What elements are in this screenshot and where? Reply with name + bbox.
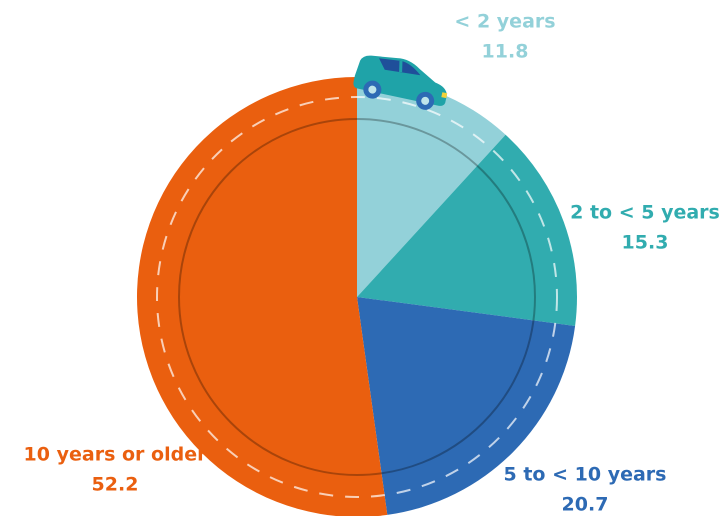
pie-slice — [357, 77, 506, 297]
road-dashes — [156, 96, 558, 498]
pie-slice — [137, 77, 388, 516]
value-label: 20.7 — [562, 494, 609, 516]
pie-slice — [357, 297, 576, 515]
slice-label: 2 to < 5 years — [570, 202, 720, 224]
value-label: 52.2 — [92, 474, 139, 496]
slice-label: < 2 years — [454, 11, 555, 33]
pie — [137, 77, 578, 516]
pie-slice — [357, 134, 578, 326]
inner-ring — [178, 118, 536, 476]
slice-label: 5 to < 10 years — [504, 464, 667, 486]
car-icon — [353, 55, 448, 110]
value-label: 15.3 — [622, 232, 669, 254]
slice-label: 10 years or older — [24, 444, 208, 466]
value-label: 11.8 — [482, 41, 529, 63]
